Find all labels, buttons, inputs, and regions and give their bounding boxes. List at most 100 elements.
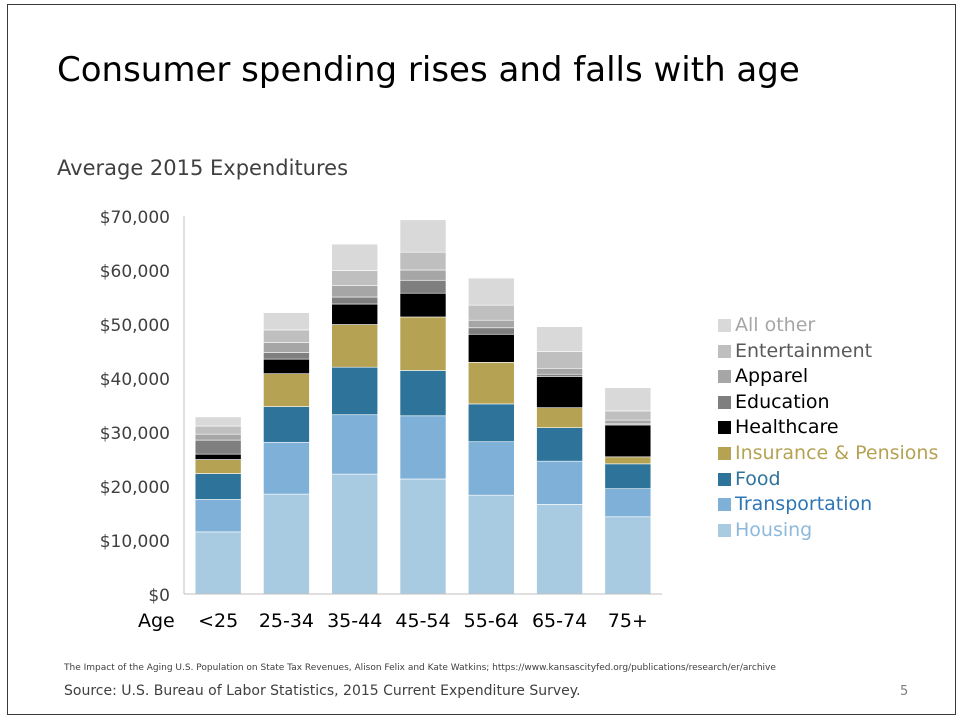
bar-segment — [195, 532, 241, 594]
legend-label: Entertainment — [735, 340, 872, 362]
bar-segment — [400, 220, 446, 252]
bar-segment — [332, 415, 378, 474]
x-tick-label: 65-74 — [532, 610, 587, 632]
y-tick-label: $40,000 — [100, 370, 170, 390]
bar-segment — [400, 416, 446, 479]
bar-segment — [195, 500, 241, 532]
bar-segment — [468, 305, 514, 320]
bar-segment — [537, 408, 583, 428]
bar-segment — [400, 370, 446, 415]
page-number: 5 — [900, 684, 908, 699]
bar-segment — [400, 280, 446, 293]
x-tick-label: 45-54 — [395, 610, 450, 632]
bar-segment — [400, 317, 446, 370]
bar-segment — [195, 474, 241, 500]
bar-segment — [263, 407, 309, 443]
bar-segment — [468, 404, 514, 442]
bar-segment — [468, 320, 514, 328]
bar-segment — [195, 440, 241, 454]
citation: The Impact of the Aging U.S. Population … — [64, 663, 776, 673]
y-axis-tick-labels: $0$10,000$20,000$30,000$40,000$50,000$60… — [100, 208, 170, 606]
bar-segment — [332, 304, 378, 325]
x-axis-tick-labels: <25 25-34 35-44 45-54 55-64 65-74 75+ — [198, 610, 648, 632]
bar-segment — [332, 474, 378, 594]
bar-segment — [605, 489, 651, 517]
bar-segment — [263, 442, 309, 494]
x-tick-label: <25 — [198, 610, 238, 632]
bar-segment — [332, 271, 378, 286]
legend-label: Insurance & Pensions — [735, 442, 938, 464]
bar-segment — [537, 428, 583, 461]
bar-segment — [605, 388, 651, 411]
bar-segment — [400, 479, 446, 594]
y-tick-label: $70,000 — [100, 208, 170, 228]
legend-swatch — [718, 421, 731, 434]
bar-segment — [263, 374, 309, 407]
bar-segment — [605, 464, 651, 489]
bar-segment — [605, 517, 651, 594]
bar-segment — [537, 327, 583, 352]
bar-stacks — [195, 220, 651, 594]
bar-segment — [263, 353, 309, 359]
legend-swatch — [718, 370, 731, 383]
bar-segment — [468, 334, 514, 362]
bar-segment — [263, 313, 309, 330]
y-tick-label: $0 — [148, 586, 170, 606]
bar-segment — [263, 359, 309, 374]
x-tick-label: 35-44 — [327, 610, 382, 632]
bar-segment — [537, 376, 583, 407]
bar-segment — [468, 495, 514, 594]
bar-segment — [195, 434, 241, 440]
legend-label: Transportation — [735, 493, 872, 515]
bar-segment — [400, 293, 446, 317]
bar-segment — [468, 362, 514, 404]
x-tick-label: 25-34 — [259, 610, 314, 632]
bar-segment — [332, 325, 378, 368]
bar-segment — [468, 278, 514, 305]
bar-segment — [537, 368, 583, 374]
bar-segment — [537, 352, 583, 369]
bar-segment — [605, 457, 651, 464]
legend-label: All other — [735, 314, 815, 336]
legend-swatch — [718, 473, 731, 486]
bar-segment — [332, 297, 378, 304]
bar-segment — [400, 252, 446, 270]
bar-segment — [537, 504, 583, 594]
legend-swatch — [718, 345, 731, 358]
x-tick-label: 75+ — [608, 610, 648, 632]
legend-label: Housing — [735, 519, 812, 541]
legend-swatch — [718, 319, 731, 332]
bar-segment — [263, 494, 309, 594]
legend-swatch — [718, 396, 731, 409]
legend-swatch — [718, 447, 731, 460]
legend-label: Food — [735, 468, 781, 490]
bar-segment — [332, 286, 378, 297]
legend-label: Education — [735, 391, 830, 413]
y-tick-label: $60,000 — [100, 262, 170, 282]
source-note: Source: U.S. Bureau of Labor Statistics,… — [64, 683, 580, 699]
legend-label: Healthcare — [735, 416, 839, 438]
bar-segment — [195, 417, 241, 426]
bar-segment — [605, 425, 651, 457]
bar-segment — [332, 244, 378, 270]
bar-segment — [195, 426, 241, 434]
bar-segment — [195, 460, 241, 474]
x-axis-label: Age — [138, 610, 175, 632]
legend-swatch — [718, 524, 731, 537]
bar-segment — [195, 454, 241, 459]
bar-segment — [537, 461, 583, 504]
bar-segment — [468, 442, 514, 495]
bar-segment — [332, 367, 378, 415]
bar-segment — [537, 374, 583, 376]
x-tick-label: 55-64 — [464, 610, 519, 632]
bar-segment — [605, 420, 651, 424]
y-tick-label: $30,000 — [100, 424, 170, 444]
legend-swatch — [718, 498, 731, 511]
legend-label: Apparel — [735, 365, 808, 387]
bar-segment — [468, 328, 514, 334]
bar-segment — [400, 270, 446, 280]
bar-segment — [263, 330, 309, 342]
bar-segment — [263, 342, 309, 352]
y-tick-label: $10,000 — [100, 532, 170, 552]
y-tick-label: $50,000 — [100, 316, 170, 336]
